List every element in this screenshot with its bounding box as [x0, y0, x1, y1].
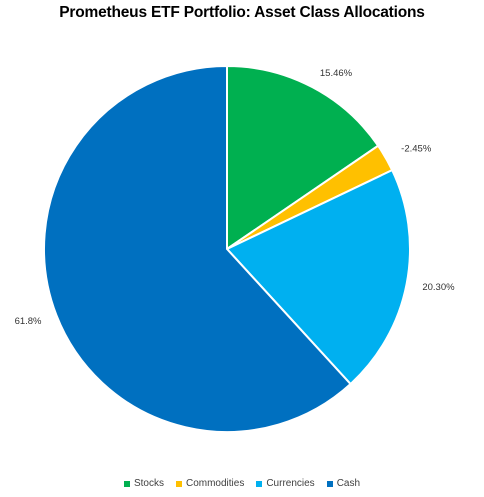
data-label-cash: 61.8% — [15, 316, 42, 327]
legend-item-cash: Cash — [326, 478, 361, 489]
legend-item-commodities: Commodities — [175, 478, 245, 489]
data-label-currencies: 20.30% — [422, 282, 455, 293]
chart-title: Prometheus ETF Portfolio: Asset Class Al… — [59, 4, 425, 21]
legend-item-currencies: Currencies — [256, 478, 315, 489]
legend-label: Commodities — [185, 478, 245, 489]
data-label-commodities: -2.45% — [401, 144, 432, 155]
legend-label: Cash — [336, 478, 361, 489]
legend-swatch — [326, 480, 333, 487]
legend-label: Stocks — [133, 478, 164, 489]
legend-swatch — [175, 480, 182, 487]
legend-swatch — [123, 480, 130, 487]
chart-legend: Stocks Commodities Currencies Cash — [0, 478, 484, 489]
pie-slice-cash — [43, 64, 352, 433]
pie-slice-currencies — [225, 168, 411, 386]
data-label-stocks: 15.46% — [320, 68, 353, 79]
legend-item-stocks: Stocks — [123, 478, 164, 489]
legend-swatch — [256, 480, 263, 487]
pie-slice-stocks — [226, 64, 380, 251]
legend-label: Currencies — [266, 478, 315, 489]
